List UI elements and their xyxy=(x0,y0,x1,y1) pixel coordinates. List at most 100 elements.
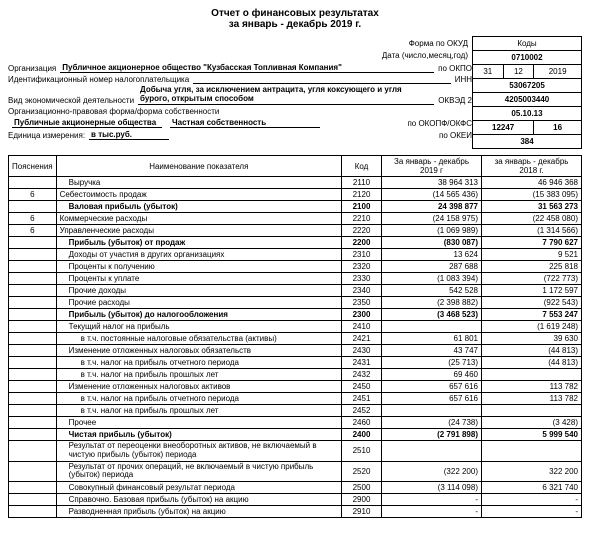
cell-explanation xyxy=(9,285,57,297)
table-row: 6Коммерческие расходы2210(24 158 975)(22… xyxy=(9,213,582,225)
cell-name: Прибыль (убыток) от продаж xyxy=(56,237,341,249)
cell-explanation xyxy=(9,273,57,285)
table-row: Изменение отложенных налоговых активов24… xyxy=(9,381,582,393)
okopf-label: по ОКОПФ/ОКФС xyxy=(407,119,472,128)
cell-code: 2310 xyxy=(342,249,382,261)
cell-explanation xyxy=(9,429,57,441)
table-row: Текущий налог на прибыль2410(1 619 248) xyxy=(9,321,582,333)
cell-name: Прочее xyxy=(56,417,341,429)
cell-name: Проценты к уплате xyxy=(56,273,341,285)
org-value: Публичное акционерное общество "Кузбасск… xyxy=(60,63,434,73)
cell-value-current: (25 713) xyxy=(382,357,482,369)
cell-value-current: - xyxy=(382,506,482,518)
cell-value-current: (2 398 882) xyxy=(382,297,482,309)
cell-value-current: (14 565 436) xyxy=(382,189,482,201)
cell-explanation: 6 xyxy=(9,189,57,201)
table-row: 6Себестоимость продаж2120(14 565 436)(15… xyxy=(9,189,582,201)
cell-explanation xyxy=(9,506,57,518)
cell-name: в т.ч. постоянные налоговые обязательств… xyxy=(56,333,341,345)
table-row: Прочее2460(24 738)(3 428) xyxy=(9,417,582,429)
cell-explanation xyxy=(9,321,57,333)
table-row: 6Управленческие расходы2220(1 069 989)(1… xyxy=(9,225,582,237)
table-row: Прочие расходы2350(2 398 882)(922 543) xyxy=(9,297,582,309)
table-row: Чистая прибыль (убыток)2400(2 791 898)5 … xyxy=(9,429,582,441)
codes-header: Коды xyxy=(473,37,582,51)
okopf-value: 12247 xyxy=(473,121,534,135)
cell-value-prior: (44 813) xyxy=(482,345,582,357)
cell-value-current xyxy=(382,321,482,333)
legal-form-label: Организационно-правовая форма xyxy=(8,107,135,116)
th-explanations: Пояснения xyxy=(9,156,57,177)
header-block: Форма по ОКУД Дата (число,месяц,год) Орг… xyxy=(8,36,582,149)
table-row: Совокупный финансовый результат периода2… xyxy=(9,482,582,494)
cell-value-current: (830 087) xyxy=(382,237,482,249)
cell-value-prior: (722 773) xyxy=(482,273,582,285)
unit-value: в тыс.руб. xyxy=(89,130,169,140)
cell-value-current xyxy=(382,405,482,417)
okud-value: 0710002 xyxy=(473,51,582,65)
cell-code: 2330 xyxy=(342,273,382,285)
table-row: Валовая прибыль (убыток)210024 398 87731… xyxy=(9,201,582,213)
inn-value: 4205003440 xyxy=(473,93,582,107)
table-row: Результат от переоценки внеоборотных акт… xyxy=(9,441,582,462)
cell-value-prior xyxy=(482,369,582,381)
table-row: Изменение отложенных налоговых обязатель… xyxy=(9,345,582,357)
cell-explanation xyxy=(9,441,57,462)
cell-value-prior: 1 172 597 xyxy=(482,285,582,297)
table-row: в т.ч. налог на прибыль отчетного период… xyxy=(9,357,582,369)
cell-explanation xyxy=(9,417,57,429)
cell-name: Результат от прочих операций, не включае… xyxy=(56,461,341,482)
cell-code: 2120 xyxy=(342,189,382,201)
table-row: Прибыль (убыток) от продаж2200(830 087)7… xyxy=(9,237,582,249)
cell-code: 2910 xyxy=(342,506,382,518)
cell-value-prior: (15 383 095) xyxy=(482,189,582,201)
th-code: Код xyxy=(342,156,382,177)
cell-explanation xyxy=(9,333,57,345)
cell-code: 2500 xyxy=(342,482,382,494)
cell-name: Чистая прибыль (убыток) xyxy=(56,429,341,441)
cell-explanation xyxy=(9,201,57,213)
table-row: в т.ч. постоянные налоговые обязательств… xyxy=(9,333,582,345)
table-row: в т.ч. налог на прибыль прошлых лет24326… xyxy=(9,369,582,381)
cell-value-prior: (1 314 566) xyxy=(482,225,582,237)
cell-name: Валовая прибыль (убыток) xyxy=(56,201,341,213)
cell-code: 2452 xyxy=(342,405,382,417)
cell-name: в т.ч. налог на прибыль прошлых лет xyxy=(56,405,341,417)
cell-code: 2200 xyxy=(342,237,382,249)
cell-code: 2320 xyxy=(342,261,382,273)
cell-value-current: 38 964 313 xyxy=(382,177,482,189)
okpo-label: по ОКПО xyxy=(438,64,472,73)
date-label: Дата (число,месяц,год) xyxy=(18,50,472,61)
cell-value-prior: (922 543) xyxy=(482,297,582,309)
cell-code: 2432 xyxy=(342,369,382,381)
table-row: Справочно. Базовая прибыль (убыток) на а… xyxy=(9,494,582,506)
cell-value-prior: 5 999 540 xyxy=(482,429,582,441)
cell-name: Справочно. Базовая прибыль (убыток) на а… xyxy=(56,494,341,506)
cell-code: 2900 xyxy=(342,494,382,506)
th-indicator: Наименование показателя xyxy=(56,156,341,177)
cell-explanation xyxy=(9,357,57,369)
ownership-label: /форма собственности xyxy=(135,107,220,116)
th-period1: За январь - декабрь 2019 г xyxy=(382,156,482,177)
cell-code: 2400 xyxy=(342,429,382,441)
cell-name: Изменение отложенных налоговых активов xyxy=(56,381,341,393)
financial-table: Пояснения Наименование показателя Код За… xyxy=(8,155,582,518)
cell-value-prior: 46 946 368 xyxy=(482,177,582,189)
cell-value-current: 24 398 877 xyxy=(382,201,482,213)
report-period: за январь - декабрь 2019 г. xyxy=(8,19,582,30)
cell-name: в т.ч. налог на прибыль прошлых лет xyxy=(56,369,341,381)
cell-name: в т.ч. налог на прибыль отчетного период… xyxy=(56,357,341,369)
cell-name: Доходы от участия в других организациях xyxy=(56,249,341,261)
cell-value-current: (3 468 523) xyxy=(382,309,482,321)
cell-code: 2100 xyxy=(342,201,382,213)
cell-name: Разводненная прибыль (убыток) на акцию xyxy=(56,506,341,518)
cell-code: 2410 xyxy=(342,321,382,333)
cell-value-prior: (3 428) xyxy=(482,417,582,429)
cell-value-current: 69 460 xyxy=(382,369,482,381)
cell-explanation xyxy=(9,237,57,249)
cell-explanation xyxy=(9,249,57,261)
cell-value-prior: 113 782 xyxy=(482,381,582,393)
cell-value-current: 657 616 xyxy=(382,393,482,405)
table-row: Разводненная прибыль (убыток) на акцию29… xyxy=(9,506,582,518)
cell-code: 2220 xyxy=(342,225,382,237)
